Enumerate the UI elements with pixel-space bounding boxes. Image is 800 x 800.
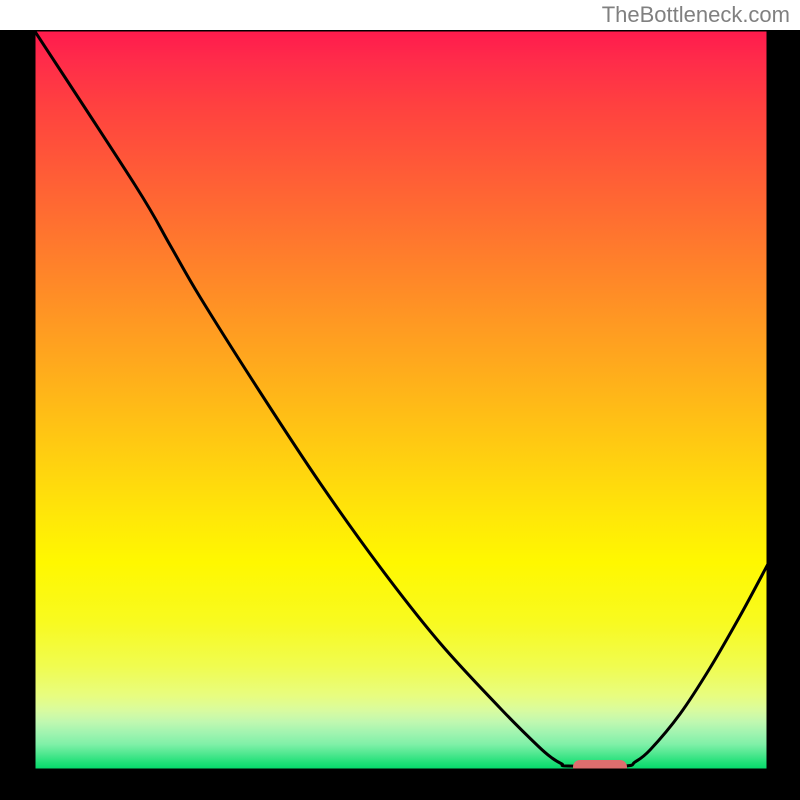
watermark-text: TheBottleneck.com [602, 2, 790, 28]
plot-background [34, 30, 768, 770]
chart-container: TheBottleneck.com [0, 0, 800, 800]
mask-bottom [0, 770, 800, 800]
mask-left [0, 0, 34, 800]
bottleneck-chart [0, 0, 800, 800]
mask-right [768, 0, 800, 800]
